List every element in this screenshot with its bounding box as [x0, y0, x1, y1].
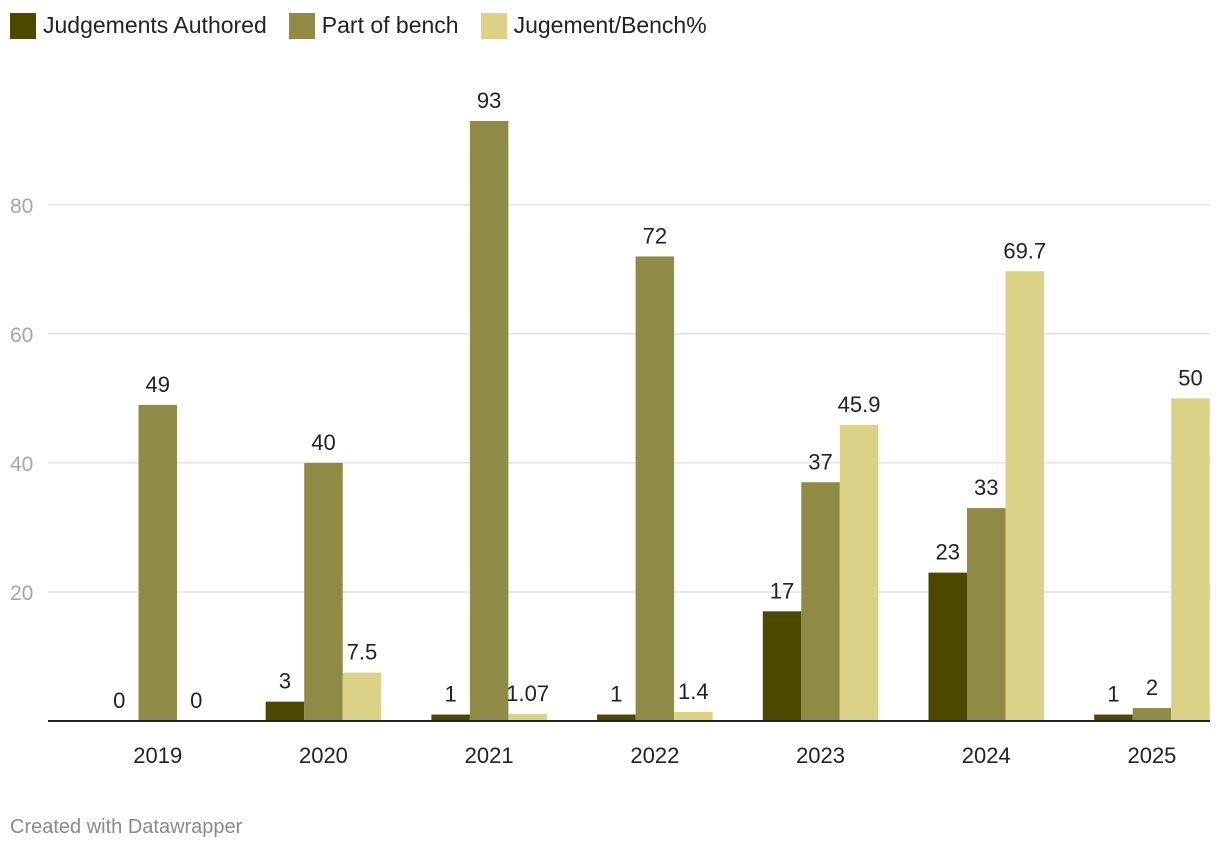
- legend-swatch: [10, 12, 36, 39]
- data-label: 1.4: [678, 679, 709, 704]
- x-tick-label: 2021: [465, 743, 514, 768]
- legend-label: Part of bench: [321, 12, 459, 38]
- data-label: 49: [146, 372, 170, 397]
- bar: [1171, 398, 1210, 721]
- data-label: 93: [477, 88, 501, 113]
- legend-label: Judgements Authored: [43, 12, 267, 38]
- y-tick-label: 80: [10, 195, 33, 218]
- bar: [304, 462, 343, 721]
- data-label: 1: [610, 682, 622, 707]
- legend: Judgements Authored Part of bench Jugement…: [10, 12, 707, 39]
- bar: [635, 256, 675, 721]
- x-tick-label: 2023: [796, 743, 845, 768]
- data-label: 23: [936, 540, 960, 565]
- legend-label: Jugement/Bench%: [513, 12, 707, 38]
- data-label: 69.7: [1003, 238, 1046, 263]
- x-tick-label: 2020: [299, 743, 348, 768]
- x-tick-label: 2019: [133, 743, 182, 768]
- x-tick-label: 2024: [962, 743, 1011, 768]
- bar: [967, 508, 1006, 721]
- data-label: 33: [974, 475, 998, 500]
- data-label: 37: [808, 449, 832, 474]
- bar: [469, 120, 509, 722]
- x-tick-label: 2022: [630, 743, 679, 768]
- bar: [1005, 271, 1044, 721]
- legend-swatch: [288, 12, 315, 39]
- y-tick-label: 20: [10, 582, 33, 605]
- bar: [342, 672, 382, 721]
- x-tick-label: 2025: [1127, 743, 1176, 768]
- y-tick-label: 60: [10, 324, 33, 347]
- data-label: 45.9: [838, 392, 881, 417]
- data-label: 2: [1146, 675, 1158, 700]
- data-label: 50: [1178, 365, 1202, 390]
- bar: [265, 701, 305, 721]
- data-label: 1: [1107, 682, 1119, 707]
- bar: [928, 572, 967, 721]
- bar: [431, 714, 470, 721]
- legend-item: Jugement/Bench%: [480, 12, 707, 39]
- bar: [839, 424, 879, 721]
- bar: [597, 714, 636, 721]
- legend-item: Part of bench: [288, 12, 459, 39]
- data-label: 0: [113, 688, 125, 713]
- bar: [762, 611, 802, 721]
- bar: [508, 714, 547, 721]
- legend-item: Judgements Authored: [10, 12, 267, 39]
- data-label: 17: [770, 578, 794, 603]
- bar: [674, 711, 713, 721]
- y-tick-label: 40: [10, 453, 33, 476]
- data-label: 0: [190, 688, 202, 713]
- footer-credit: Created with Datawrapper: [10, 816, 243, 838]
- data-label: 72: [643, 223, 667, 248]
- data-label: 7.5: [347, 640, 378, 665]
- data-label: 1: [445, 682, 457, 707]
- data-label: 3: [279, 669, 291, 694]
- bar: [138, 404, 177, 721]
- bar: [1094, 714, 1133, 721]
- bar: [1132, 708, 1172, 721]
- data-label: 40: [311, 430, 335, 455]
- data-label: 1.07: [506, 681, 549, 706]
- bar: [801, 482, 840, 721]
- legend-swatch: [480, 12, 507, 39]
